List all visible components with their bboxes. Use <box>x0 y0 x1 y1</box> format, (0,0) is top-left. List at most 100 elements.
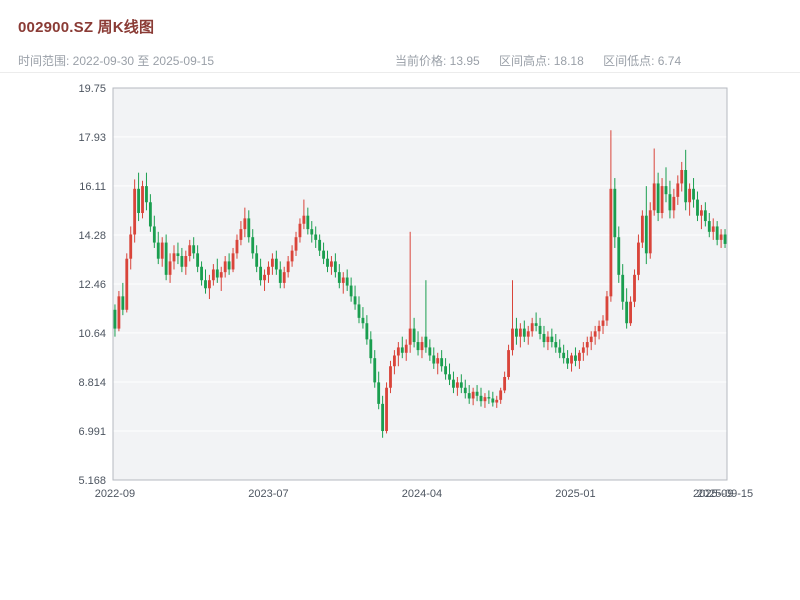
candle-body <box>294 237 298 251</box>
candle-body <box>318 239 322 251</box>
candle <box>322 242 325 265</box>
y-tick-label: 10.64 <box>78 328 106 340</box>
candle <box>546 331 550 351</box>
candle-body <box>337 272 341 283</box>
candle <box>231 247 235 273</box>
y-tick-label: 8.814 <box>78 377 106 389</box>
candle <box>326 250 329 273</box>
candle <box>373 350 377 388</box>
candle-body <box>471 391 475 399</box>
candle <box>499 387 503 404</box>
candle <box>141 180 144 219</box>
candle <box>684 149 688 211</box>
candle-body <box>633 274 636 302</box>
candle <box>542 325 546 348</box>
candle <box>318 234 322 257</box>
candle <box>424 280 428 353</box>
candle-body <box>404 344 408 353</box>
candle-body <box>223 261 227 273</box>
candle <box>538 317 542 340</box>
candle <box>349 277 353 302</box>
candle-body <box>483 397 487 402</box>
candle-body <box>448 374 451 380</box>
candle-body <box>428 347 432 356</box>
y-tick-label: 14.28 <box>78 230 106 242</box>
candle-body <box>707 221 711 232</box>
candle-body <box>566 358 570 364</box>
candle <box>455 376 459 396</box>
candle <box>597 320 601 340</box>
candle-body <box>133 188 137 235</box>
candle-body <box>625 301 629 324</box>
candle-body <box>239 229 243 240</box>
candle-body <box>715 226 719 240</box>
page-title: 002900.SZ 周K线图 <box>18 19 155 36</box>
candle <box>314 226 318 248</box>
candle-body <box>121 296 125 310</box>
candle <box>566 350 570 369</box>
candle <box>152 215 156 248</box>
candle-body <box>365 323 369 340</box>
candle-body <box>353 296 357 305</box>
candle-body <box>581 347 585 353</box>
candle <box>617 226 621 283</box>
candle <box>392 350 396 375</box>
candle-body <box>656 183 660 214</box>
candle-body <box>160 242 164 259</box>
plot-border <box>112 87 728 481</box>
candle <box>491 391 495 407</box>
candle <box>558 339 562 359</box>
candle <box>243 207 247 238</box>
candle-body <box>282 272 286 283</box>
candle <box>550 328 554 348</box>
candle <box>278 261 282 289</box>
candle-body <box>459 382 463 388</box>
candle <box>408 231 412 353</box>
candle-body <box>467 393 471 399</box>
candle <box>577 350 581 369</box>
candle <box>145 172 148 211</box>
candle-body <box>652 183 656 211</box>
candle-body <box>113 309 117 329</box>
candle <box>404 339 408 361</box>
candle <box>270 253 274 275</box>
range-low-label: 区间低点: 6.74 <box>603 54 682 68</box>
candle-body <box>255 253 259 267</box>
candle <box>467 385 471 404</box>
candle-body <box>511 328 514 351</box>
candle-body <box>172 253 176 262</box>
candle <box>365 315 369 345</box>
candle-body <box>408 328 412 345</box>
candle-body <box>180 256 184 267</box>
candle <box>574 347 577 367</box>
candle-body <box>274 258 278 270</box>
candle-body <box>322 250 325 259</box>
candle <box>412 317 416 348</box>
candle <box>168 253 172 283</box>
price-summary: 当前价格: 13.95 区间高点: 18.18 区间低点: 6.74 <box>395 52 697 69</box>
candle-body <box>648 210 652 254</box>
candle <box>247 210 251 243</box>
candle-body <box>231 253 235 270</box>
y-tick-label: 16.11 <box>79 181 106 193</box>
candle-body <box>392 355 396 367</box>
candle <box>526 325 530 345</box>
candle <box>593 325 597 345</box>
candle-body <box>617 237 621 275</box>
candle <box>290 245 294 267</box>
candle <box>377 371 381 410</box>
candle <box>137 172 141 222</box>
candle <box>211 264 215 286</box>
date-range-label: 时间范围: 2022-09-30 至 2025-09-15 <box>18 54 215 68</box>
candle <box>676 175 680 205</box>
candle-body <box>475 391 479 396</box>
candle-body <box>495 399 499 403</box>
candle <box>200 261 203 286</box>
candle-body <box>432 355 436 364</box>
candle <box>298 218 302 243</box>
candle <box>420 336 424 359</box>
candle <box>432 347 436 369</box>
candle <box>172 245 176 270</box>
candle-body <box>719 234 723 240</box>
candle <box>707 213 711 238</box>
